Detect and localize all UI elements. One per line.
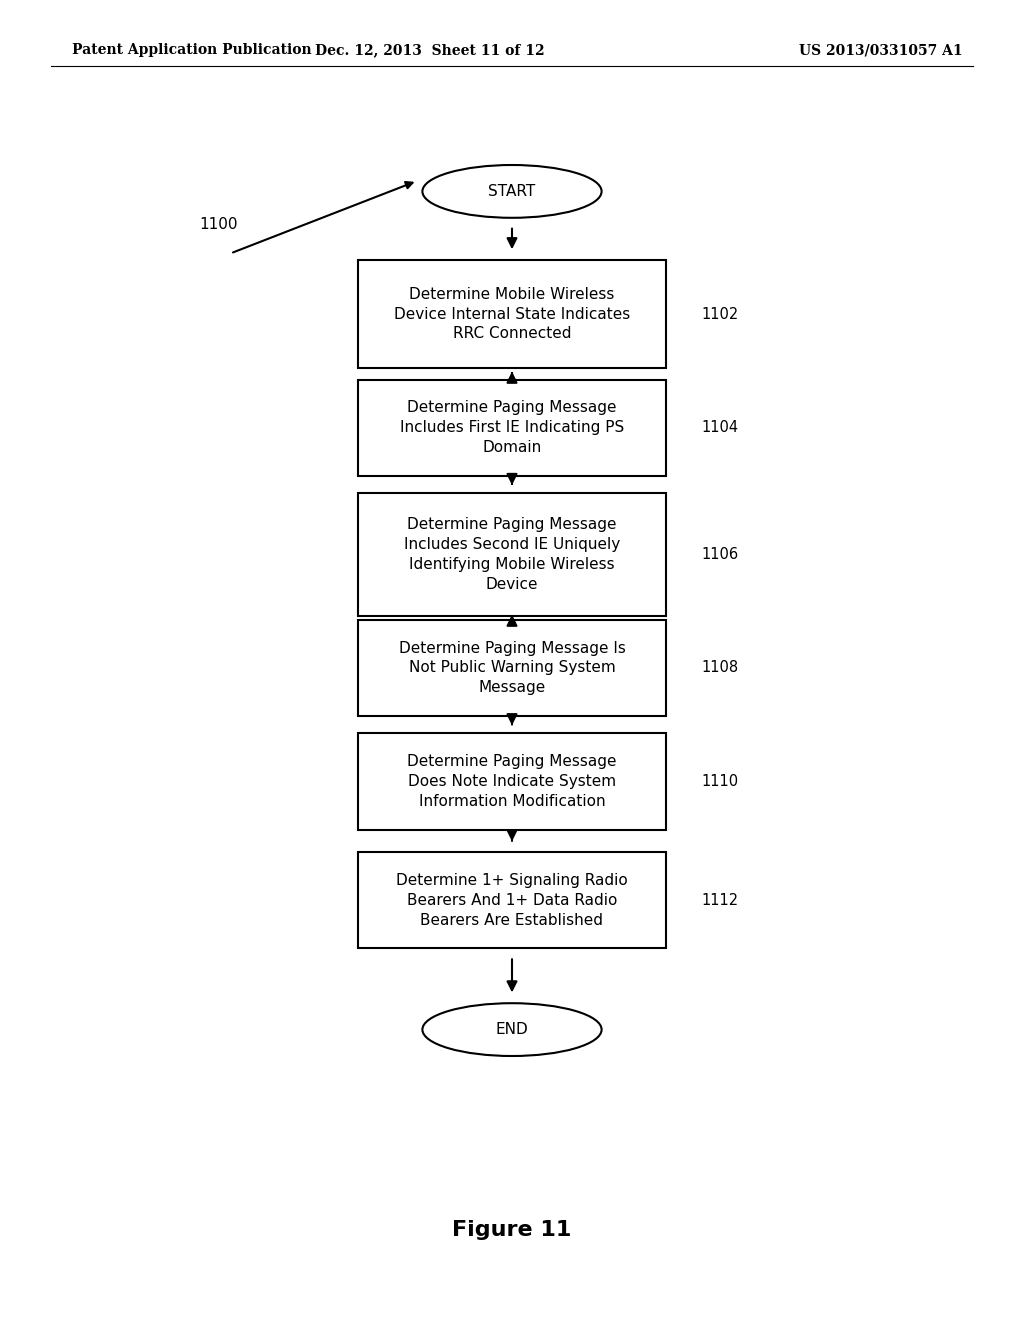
Text: START: START [488,183,536,199]
Ellipse shape [422,165,602,218]
Text: END: END [496,1022,528,1038]
Text: Determine Paging Message
Includes Second IE Uniquely
Identifying Mobile Wireless: Determine Paging Message Includes Second… [403,517,621,591]
FancyBboxPatch shape [358,853,666,948]
Text: Determine Mobile Wireless
Device Internal State Indicates
RRC Connected: Determine Mobile Wireless Device Interna… [394,286,630,342]
Text: US 2013/0331057 A1: US 2013/0331057 A1 [799,44,963,57]
Text: 1108: 1108 [701,660,738,676]
Text: 1102: 1102 [701,306,738,322]
Ellipse shape [422,1003,602,1056]
Text: Patent Application Publication: Patent Application Publication [72,44,311,57]
Text: 1112: 1112 [701,892,738,908]
Text: Determine Paging Message Is
Not Public Warning System
Message: Determine Paging Message Is Not Public W… [398,640,626,696]
FancyBboxPatch shape [358,734,666,830]
FancyBboxPatch shape [358,380,666,475]
Text: 1104: 1104 [701,420,738,436]
Text: 1110: 1110 [701,774,738,789]
Text: 1106: 1106 [701,546,738,562]
FancyBboxPatch shape [358,494,666,615]
Text: Figure 11: Figure 11 [453,1220,571,1241]
FancyBboxPatch shape [358,620,666,715]
FancyBboxPatch shape [358,260,666,368]
Text: Dec. 12, 2013  Sheet 11 of 12: Dec. 12, 2013 Sheet 11 of 12 [315,44,545,57]
Text: Determine Paging Message
Does Note Indicate System
Information Modification: Determine Paging Message Does Note Indic… [408,754,616,809]
Text: 1100: 1100 [200,216,239,232]
Text: Determine 1+ Signaling Radio
Bearers And 1+ Data Radio
Bearers Are Established: Determine 1+ Signaling Radio Bearers And… [396,873,628,928]
Text: Determine Paging Message
Includes First IE Indicating PS
Domain: Determine Paging Message Includes First … [400,400,624,455]
